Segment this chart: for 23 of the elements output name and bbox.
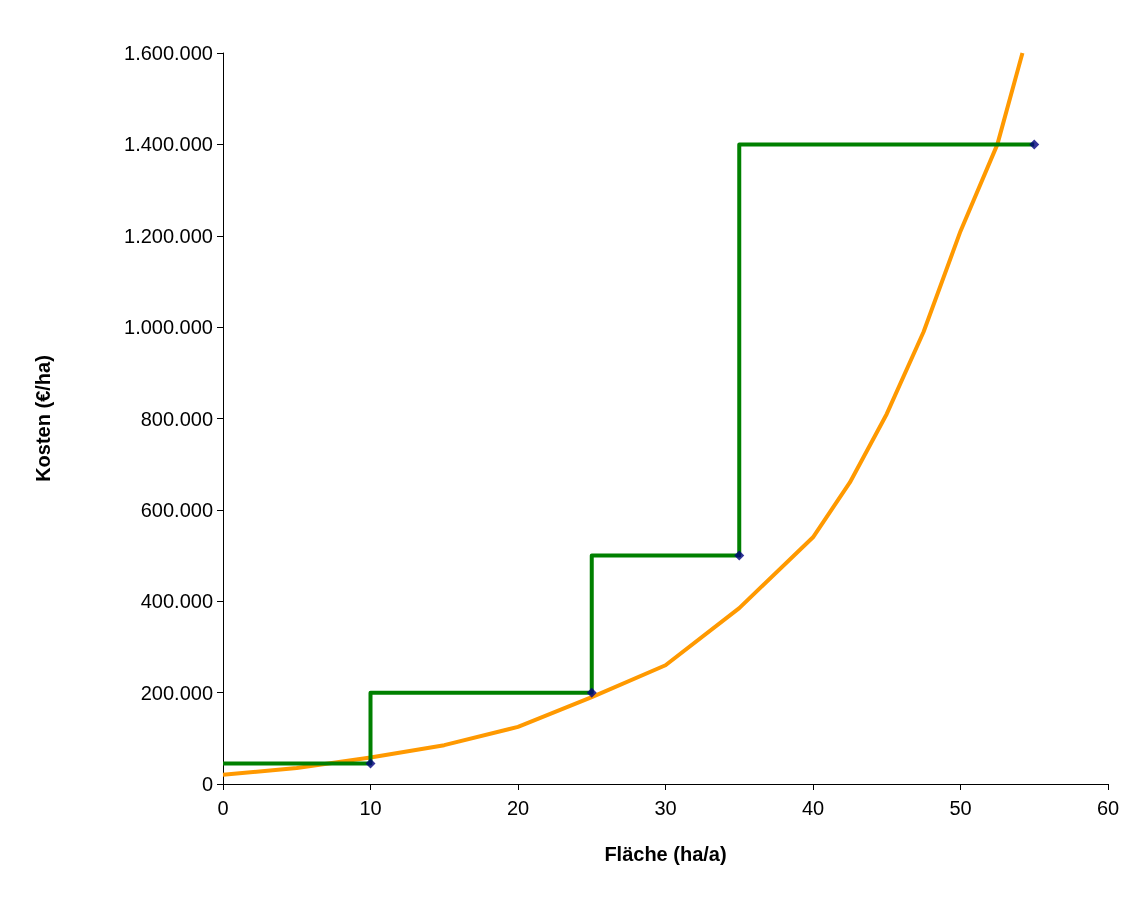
x-tick-label: 60 [1096,797,1120,819]
x-tick-label: 10 [359,797,382,819]
line-series [221,51,1025,777]
y-axis-title: Kosten (€/ha) [32,355,54,482]
x-tick-label: 40 [801,797,825,819]
point [365,758,376,769]
point [1029,139,1040,150]
y-tick-label: 1.400.000 [124,133,213,156]
x-tick-label: 50 [949,797,972,819]
y-tick-label: 600.000 [140,498,213,521]
y-tick-label: 200.000 [140,681,213,704]
y-tick-label: 0 [201,773,213,795]
y-tick-label: 1.600.000 [124,42,213,64]
y-tick-label: 1.200.000 [124,224,213,247]
point [586,687,597,698]
y-tick-label: 400.000 [140,590,213,613]
x-tick-label: 30 [654,797,677,819]
y-tick-label: 800.000 [140,407,213,430]
x-tick-label: 20 [506,797,530,819]
y-tick-label: 1.000.000 [124,316,213,339]
x-axis-title: Fläche (ha/a) [604,843,727,865]
x-tick-label: 0 [217,797,229,819]
point [734,550,745,561]
